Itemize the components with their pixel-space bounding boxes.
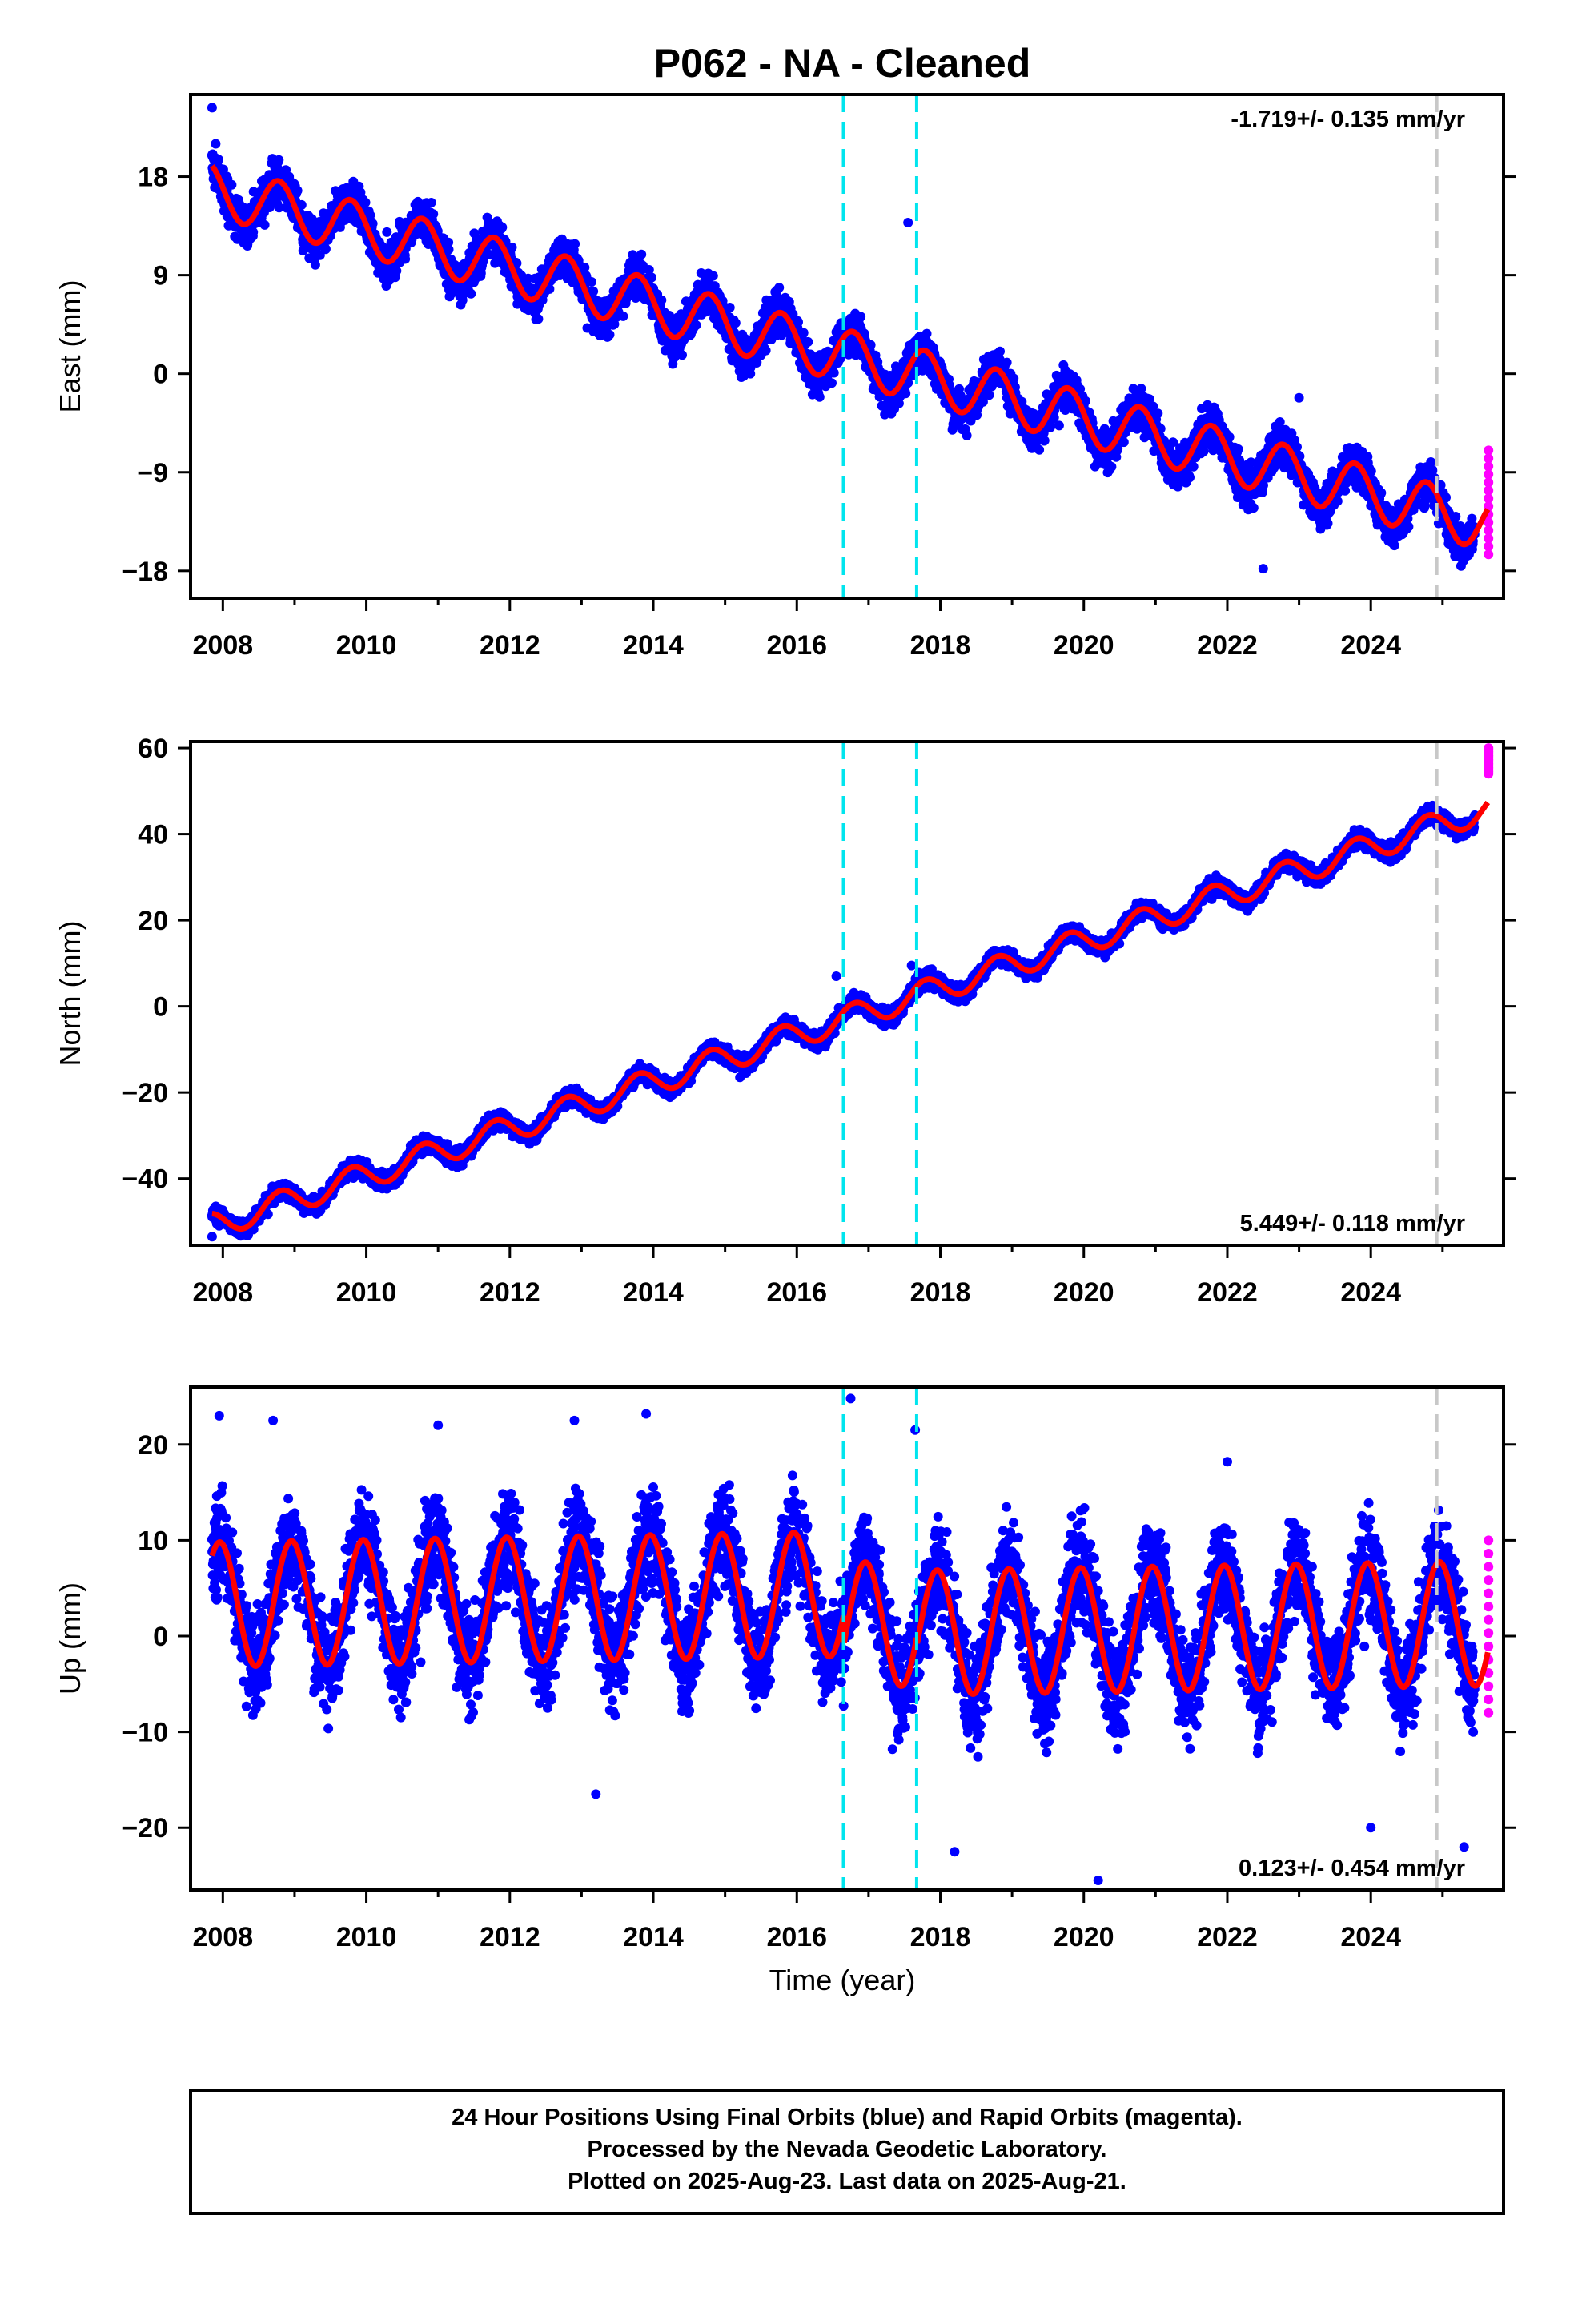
final-orbit-point	[793, 317, 803, 328]
final-orbit-point	[523, 273, 533, 283]
final-orbit-point	[248, 227, 259, 237]
final-orbit-point	[296, 199, 307, 210]
final-orbit-point	[391, 266, 402, 276]
final-orbit-point	[644, 265, 654, 275]
final-orbit-point	[691, 320, 701, 330]
final-orbit-point	[1045, 422, 1055, 432]
final-orbit-point	[901, 388, 911, 399]
final-orbit-point	[274, 203, 284, 213]
final-orbit-point	[829, 368, 839, 378]
final-orbit-point	[636, 249, 647, 259]
final-orbit-point	[274, 155, 284, 165]
figure-title: P062 - NA - Cleaned	[654, 41, 1031, 86]
final-orbit-point	[580, 263, 590, 272]
final-orbit-point	[320, 243, 331, 254]
final-orbit-point	[856, 312, 866, 322]
final-orbit-point	[995, 346, 1005, 356]
panels-group: 2008 2010 2012 2014 2016 2018 2020 2022 20241890…	[54, 93, 1516, 1952]
final-orbit-point	[827, 378, 837, 388]
final-orbit-point	[360, 197, 371, 207]
final-orbit-point	[814, 392, 825, 402]
final-orbit-point	[227, 179, 237, 190]
final-orbit-point	[1054, 420, 1064, 431]
final-orbit-point	[457, 295, 468, 305]
final-orbit-point	[1224, 432, 1235, 442]
final-orbit-point	[466, 288, 476, 299]
final-orbit-point	[1248, 503, 1259, 513]
panel-east: 2008 2010 2012 2014 2016 2018 2020 2022 20241890…	[54, 93, 1516, 661]
final-orbit-point	[214, 155, 223, 165]
final-orbit-point	[665, 311, 675, 320]
final-orbit-point	[708, 271, 718, 281]
final-orbit-point	[426, 198, 436, 207]
final-orbit-point	[984, 390, 994, 400]
final-orbit-point	[444, 244, 454, 255]
final-orbit-point	[1185, 472, 1195, 483]
final-orbit-point	[382, 227, 392, 237]
final-orbit-point	[533, 314, 544, 324]
final-orbit-point	[774, 283, 785, 293]
final-orbit-point	[544, 283, 555, 294]
final-orbit-point	[512, 258, 522, 268]
final-orbit-point	[1106, 461, 1117, 472]
final-orbit-point	[292, 186, 303, 195]
final-orbit-point	[400, 254, 411, 264]
final-orbit-point	[618, 311, 628, 321]
final-orbit-point	[1034, 444, 1045, 455]
final-orbit-point	[444, 237, 454, 247]
final-orbit-point	[803, 336, 813, 347]
final-orbit-point	[921, 328, 932, 339]
final-orbit-point	[586, 277, 596, 287]
final-orbit-point	[570, 239, 580, 249]
final-orbit-point	[1188, 461, 1199, 472]
final-orbit-point	[647, 272, 656, 283]
final-orbit-point	[367, 219, 378, 229]
final-orbit-point	[656, 295, 667, 305]
final-orbit-point	[588, 286, 599, 296]
final-orbit-point	[507, 242, 517, 252]
final-orbit-point	[355, 187, 366, 198]
final-orbit-point	[1009, 373, 1019, 384]
final-orbit-point	[497, 222, 508, 232]
final-orbit-point	[1233, 444, 1243, 454]
final-orbit-point	[1332, 496, 1343, 506]
final-orbit-point	[798, 328, 809, 338]
final-orbit-point	[725, 303, 735, 312]
final-orbit-point	[1153, 408, 1163, 419]
final-orbit-point	[1002, 357, 1012, 368]
final-orbit-point	[310, 259, 320, 270]
final-orbit-point	[259, 219, 270, 230]
final-orbit-point	[677, 350, 687, 360]
final-orbit-point	[761, 345, 771, 356]
final-orbit-point	[730, 318, 741, 328]
final-orbit-point	[1118, 437, 1129, 448]
final-orbit-point	[1323, 518, 1333, 529]
final-orbit-point	[428, 209, 439, 219]
final-orbit-point	[1039, 436, 1050, 446]
final-orbit-point	[1366, 466, 1376, 476]
final-orbit-point	[962, 430, 972, 440]
final-orbit-point	[609, 319, 620, 329]
final-orbit-point	[604, 329, 615, 340]
